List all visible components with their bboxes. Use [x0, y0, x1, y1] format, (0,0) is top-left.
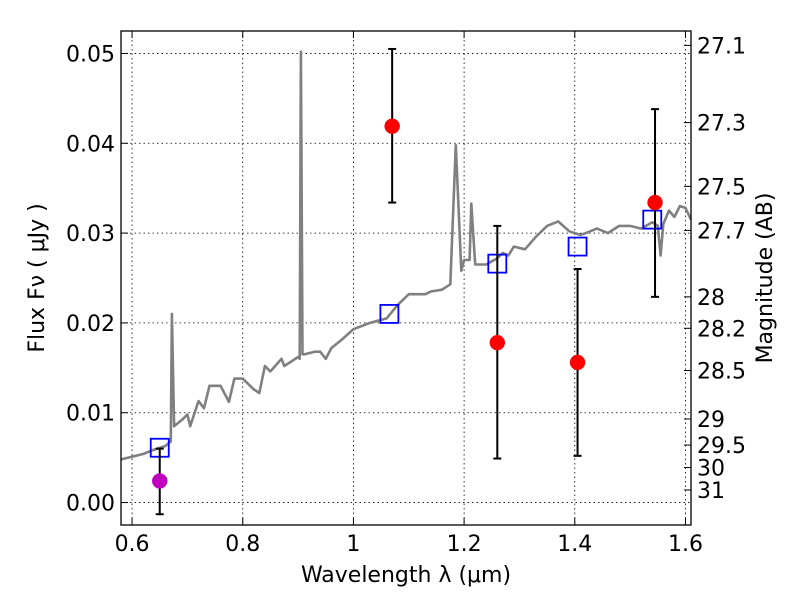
y-tick-label: 0.00 [66, 492, 115, 517]
model-photometry-point [379, 304, 400, 324]
axes-frame [120, 30, 692, 526]
x-tick-label: 0.8 [225, 532, 260, 557]
y2-tick-label: 27.5 [697, 175, 746, 200]
y2-tick-label: 28 [697, 286, 725, 311]
y2-tick-label: 28.2 [697, 317, 746, 342]
x-axis-label: Wavelength λ (μm) [301, 563, 511, 588]
model-spectrum-line [120, 50, 693, 461]
x-tick-label: 1.4 [557, 532, 592, 557]
y2-tick-label: 31 [697, 479, 725, 504]
y-axis: 0.00 0.01 0.02 0.03 0.04 0.05 [66, 42, 128, 517]
y-tick-label: 0.05 [66, 42, 115, 67]
observed-flux-point [647, 194, 663, 211]
plot-area [120, 47, 693, 516]
observed-flux-point [384, 118, 400, 134]
observed-flux-point [569, 354, 586, 371]
y2-tick-label: 27.3 [697, 112, 746, 137]
y-tick-label: 0.01 [66, 402, 115, 427]
grid [121, 31, 691, 525]
model-photometry-point [567, 236, 588, 257]
y-tick-label: 0.03 [66, 222, 115, 247]
x-tick-label: 1.2 [447, 532, 482, 557]
y2-tick-label: 28.5 [697, 360, 746, 385]
y-axis-label: Flux Fν ( μJy ) [25, 203, 50, 352]
model-photometry-point [642, 209, 663, 230]
x-tick-label: 1.6 [668, 532, 703, 557]
y2-axis-label: Magnitude (AB) [753, 193, 778, 364]
x-tick-label: 1 [346, 532, 360, 557]
observed-flux-point [489, 334, 506, 351]
observed-flux-point [151, 473, 168, 489]
y-tick-label: 0.04 [66, 132, 115, 157]
y2-tick-label: 30 [697, 457, 725, 482]
x-axis: 0.6 0.8 1 1.2 1.4 1.6 [115, 31, 703, 557]
x-tick-label: 0.6 [115, 532, 150, 557]
y2-tick-label: 29.5 [697, 434, 746, 459]
y-tick-label: 0.02 [66, 312, 115, 337]
y2-tick-label: 27.1 [697, 34, 746, 59]
y2-tick-label: 29 [697, 408, 725, 433]
y2-tick-label: 27.7 [697, 219, 746, 244]
